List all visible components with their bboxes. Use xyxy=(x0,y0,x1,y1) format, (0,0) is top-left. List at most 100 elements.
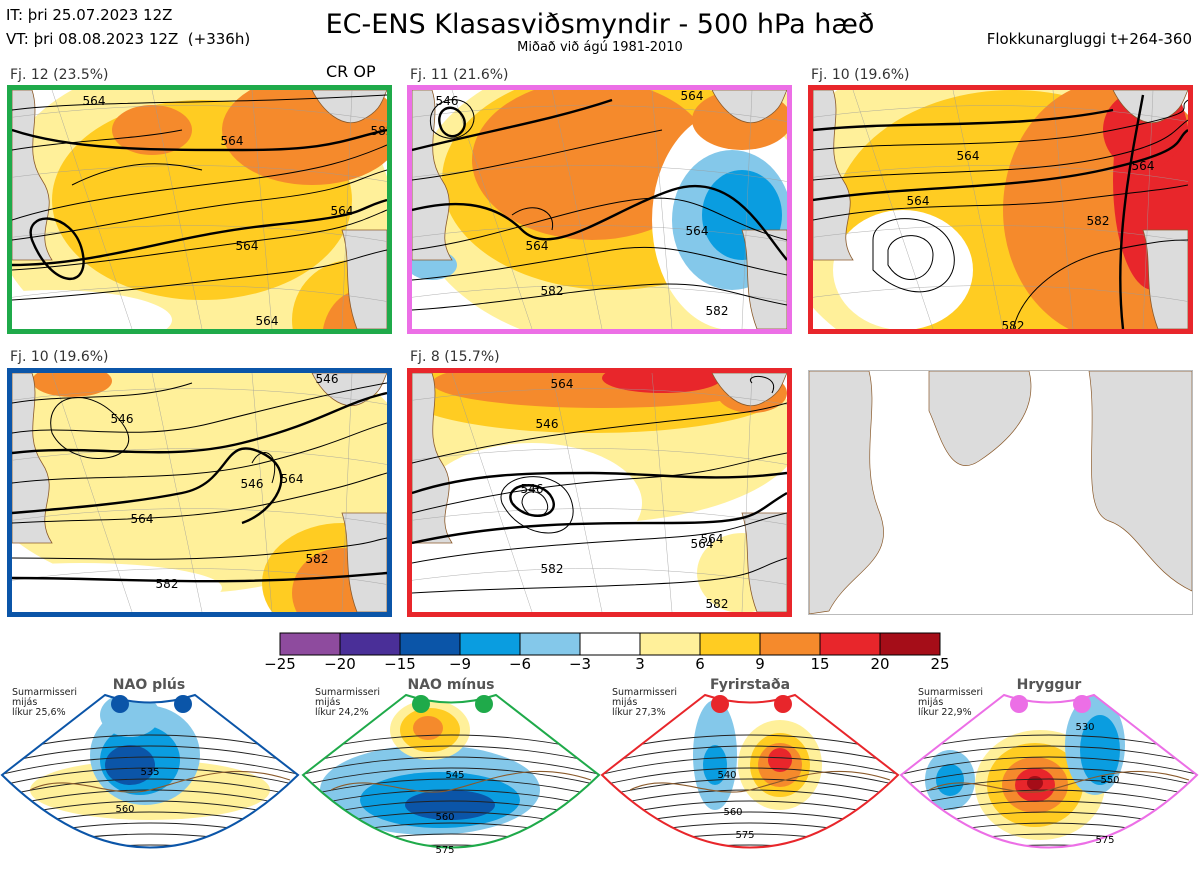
height-contour xyxy=(12,209,387,271)
anomaly-area xyxy=(112,105,192,155)
init-time: IT: þri 25.07.2023 12Z xyxy=(6,6,173,24)
regime-anomaly xyxy=(413,716,443,740)
colorbar-tick-label: 6 xyxy=(695,655,705,673)
page-title: EC-ENS Klasasviðsmyndir - 500 hPa hæð xyxy=(325,9,875,40)
contour-label: 564 xyxy=(551,377,574,391)
contour-label: 582 xyxy=(541,562,564,576)
anomaly-area xyxy=(472,90,712,240)
height-contour xyxy=(251,452,276,484)
regime-map-1: 535 560 xyxy=(0,693,300,849)
regime-contour-label: 575 xyxy=(735,830,754,841)
panel-4-label: Fj. 10 (19.6%) xyxy=(10,349,109,365)
graticule-line xyxy=(741,373,753,612)
contour-label: 564 xyxy=(1132,159,1155,173)
regime-marker-dot xyxy=(1010,695,1028,713)
regime-frame xyxy=(301,693,601,849)
height-contour-major xyxy=(12,447,283,525)
graticule-line xyxy=(651,373,673,612)
colorbar-tick-label: 15 xyxy=(810,655,830,673)
contour-label: 564 xyxy=(83,94,106,108)
height-contour xyxy=(12,382,193,404)
colorbar-tick-label: −15 xyxy=(384,655,416,673)
regime-info-nao-minus: Sumarmisseri mijás líkur 24,2% xyxy=(315,687,381,718)
graticule-line xyxy=(251,90,273,329)
contour-label: 546 xyxy=(536,417,559,431)
panel-1-tag: CR OP xyxy=(326,62,376,81)
regime-contour xyxy=(2,767,298,789)
contour-label: 564 xyxy=(221,134,244,148)
height-contour xyxy=(500,476,574,534)
regime-contour xyxy=(602,844,898,848)
graticule-line xyxy=(813,105,1188,122)
regime-marker-dot xyxy=(412,695,430,713)
graticule-line xyxy=(12,508,387,525)
regime-anomaly xyxy=(1015,849,1045,861)
height-contour xyxy=(12,129,183,151)
contour-label: 582 xyxy=(706,597,729,611)
height-contour xyxy=(813,184,1188,221)
regime-coastline xyxy=(330,770,592,793)
regime-contour xyxy=(602,778,898,800)
contour-label: 582 xyxy=(156,577,179,591)
empty-map xyxy=(809,371,1192,614)
height-contour xyxy=(71,163,203,186)
colorbar-tick-label: 3 xyxy=(635,655,645,673)
anomaly-area xyxy=(833,210,973,329)
graticule-line xyxy=(651,90,673,329)
regime-contour-label: 545 xyxy=(445,770,464,781)
height-contour xyxy=(429,99,475,139)
graticule-line xyxy=(12,225,387,242)
height-contour xyxy=(50,397,130,459)
regime-contour xyxy=(901,778,1197,800)
regime-contour-label: 550 xyxy=(1100,775,1119,786)
contour-label: 564 xyxy=(681,90,704,103)
contour-label: 546 xyxy=(111,412,134,426)
land-mass xyxy=(809,371,884,614)
colorbar-tick-label: −3 xyxy=(568,655,592,673)
regime-contour xyxy=(901,756,1197,778)
height-contour-major xyxy=(813,129,1188,202)
regime-marker-dot xyxy=(1073,695,1091,713)
height-contour-major xyxy=(412,471,787,495)
graticule-line xyxy=(412,225,787,242)
cluster-map-panel-2: 546 564 564 582 582 564 xyxy=(407,85,792,334)
height-contour xyxy=(12,472,387,524)
graticule-line xyxy=(412,165,787,182)
regime-contour xyxy=(2,778,298,800)
regime-map-4: 530 550 575 xyxy=(899,693,1199,861)
regime-marker-dot xyxy=(475,695,493,713)
cluster-map-1: 564 564 564 564 564 582 xyxy=(12,90,387,329)
contour-label: 582 xyxy=(706,304,729,318)
graticule-line xyxy=(12,285,387,302)
contour-label: 564 xyxy=(281,472,304,486)
height-contour xyxy=(887,235,934,280)
anomaly-area xyxy=(32,373,112,397)
graticule-line xyxy=(1052,90,1074,329)
regime-anomaly xyxy=(105,745,155,785)
regime-coastline xyxy=(629,770,891,793)
contour-label: 564 xyxy=(236,239,259,253)
height-contour xyxy=(12,249,387,301)
height-contour xyxy=(511,207,554,231)
graticule-line xyxy=(12,165,387,182)
panel-3-label: Fj. 10 (19.6%) xyxy=(811,67,910,83)
regime-contour xyxy=(2,756,298,778)
contour-label: 546 xyxy=(316,373,339,386)
graticule-line xyxy=(412,568,787,585)
graticule-line xyxy=(813,165,1188,182)
height-contour xyxy=(12,144,387,221)
height-contour xyxy=(412,512,787,564)
contour-label: 582 xyxy=(541,284,564,298)
regime-contour xyxy=(303,778,599,800)
panel-2-label: Fj. 11 (21.6%) xyxy=(410,67,509,83)
regime-map-2: 545 560 575 xyxy=(301,693,601,856)
regime-contour-label: 530 xyxy=(1075,722,1094,733)
regime-frame xyxy=(899,693,1199,849)
land-mass xyxy=(1088,371,1192,592)
graticule-line xyxy=(412,285,787,302)
colorbar-tick-label: 20 xyxy=(870,655,890,673)
contour-label: 564 xyxy=(701,532,724,546)
regime-anomaly xyxy=(768,748,792,772)
